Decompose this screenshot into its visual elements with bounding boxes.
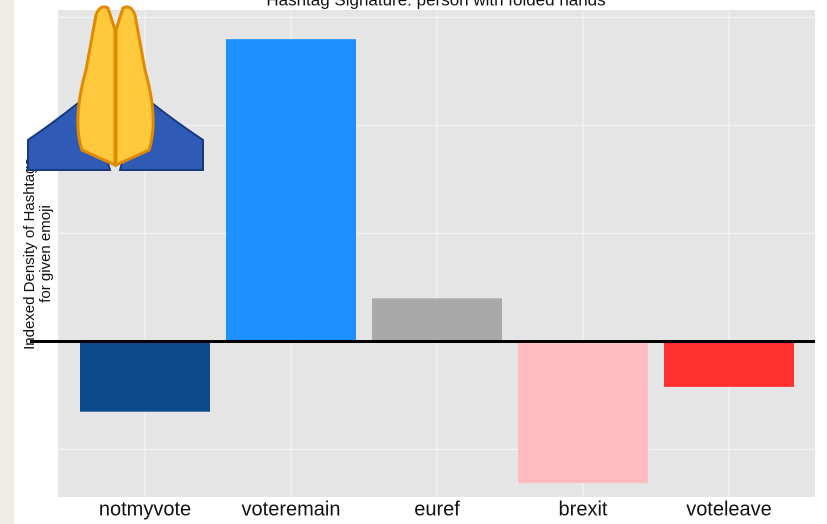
x-tick-label: euref [414,498,460,520]
y-axis-label: Indexed Density of Hashtags [21,158,38,350]
bar [80,341,210,412]
bar [372,298,502,342]
x-tick-label: voteleave [686,498,772,520]
y-axis-label: for given emoji [37,205,54,303]
page-edge [0,0,14,524]
chart-title: Hashtag Signature: person with folded ha… [266,0,605,9]
bar [226,39,356,342]
x-tick-label: brexit [559,498,608,520]
x-tick-label: voteremain [242,498,341,520]
x-tick-label: notmyvote [99,498,191,520]
emoji [27,5,204,171]
bar [664,341,794,387]
bar [518,341,648,483]
